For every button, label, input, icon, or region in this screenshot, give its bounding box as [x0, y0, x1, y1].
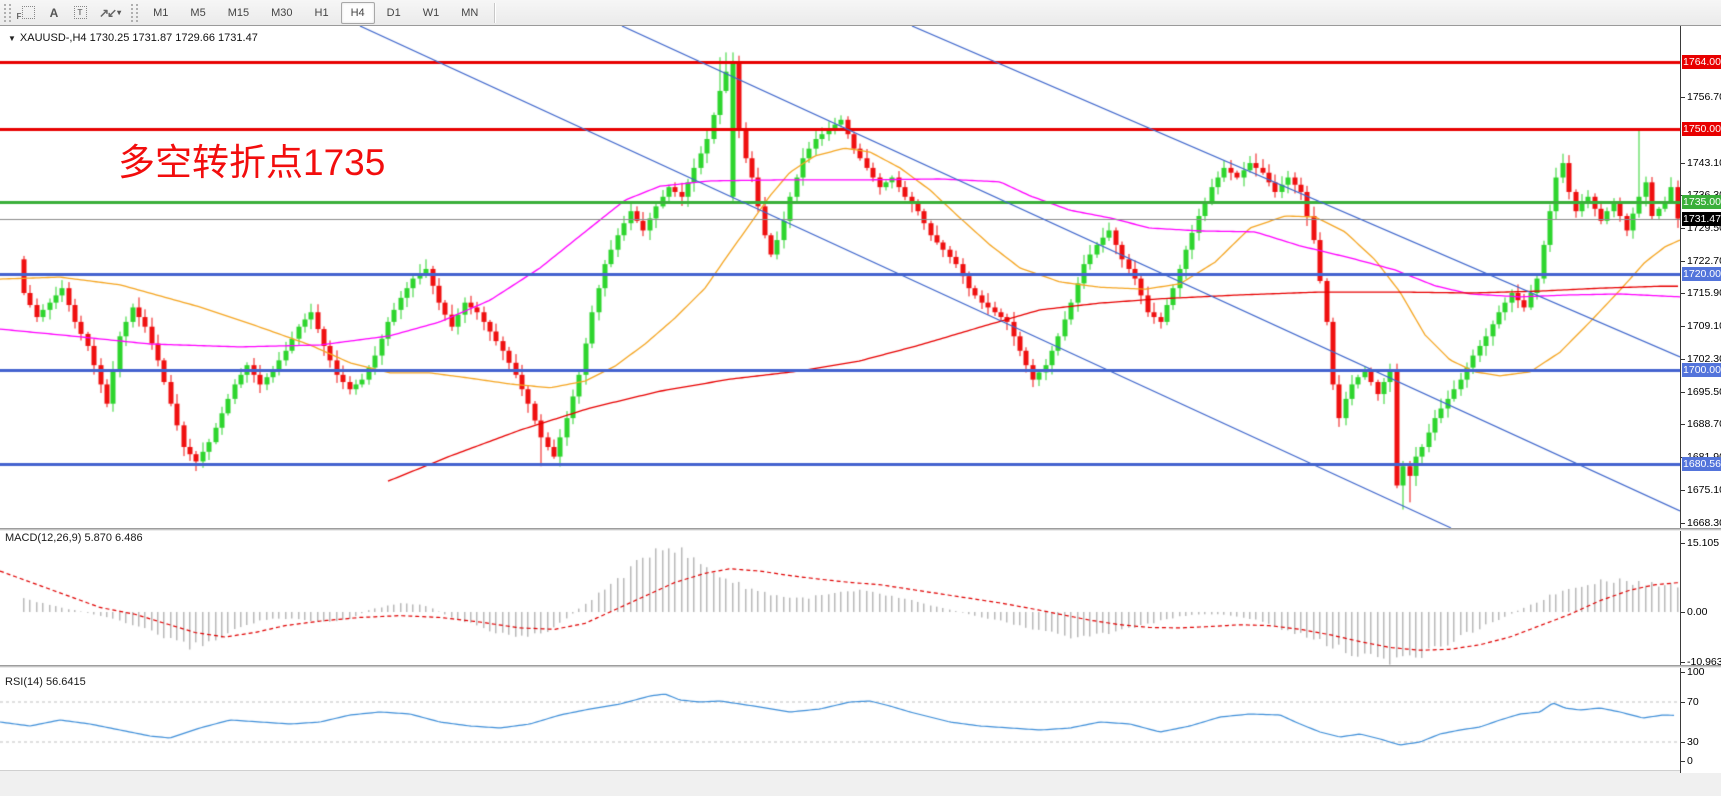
timeframe-button-m30[interactable]: M30: [271, 6, 293, 19]
toolbar-grip-2[interactable]: [131, 3, 139, 22]
symbol-dropdown-icon[interactable]: ▼: [8, 34, 16, 43]
axis-tick: [1681, 523, 1685, 524]
macd-scale-label: 15.105: [1687, 537, 1720, 549]
timeframe-button-w1[interactable]: W1: [422, 6, 440, 19]
axis-tick: [1681, 672, 1685, 673]
price-tick-label: 1715.90: [1687, 287, 1721, 299]
timeframe-button-h1[interactable]: H1: [314, 6, 329, 19]
macd-scale-label: 0.00: [1687, 606, 1708, 618]
price-axis[interactable]: 1756.701743.101736.301729.501722.701715.…: [1680, 26, 1721, 773]
window-bottom-edge: [0, 770, 1721, 796]
axis-tick: [1681, 97, 1685, 98]
dropdown-caret-icon: ▾: [117, 8, 122, 17]
text-box-t-icon[interactable]: T: [68, 2, 92, 24]
toolbar-grip[interactable]: [4, 3, 11, 22]
axis-tick: [1681, 424, 1685, 425]
axis-tick: [1681, 543, 1685, 544]
rsi-indicator-label: RSI(14) 56.6415: [5, 676, 86, 688]
rsi-scale-label: 30: [1687, 736, 1699, 748]
price-tick-label: 1668.30: [1687, 517, 1721, 529]
price-level-badge-1680.56: 1680.56: [1682, 457, 1721, 471]
axis-tick: [1681, 293, 1685, 294]
timeframe-button-h4[interactable]: H4: [340, 1, 375, 24]
price-level-badge-1750.00: 1750.00: [1682, 122, 1721, 136]
price-level-badge-1700.00: 1700.00: [1682, 363, 1721, 377]
rsi-scale-label: 100: [1687, 666, 1705, 678]
timeframe-bar: M1 M5 M15 M30 H1 H4 D1 W1 MN: [142, 1, 489, 24]
axis-tick: [1681, 761, 1685, 762]
price-tick-label: 1756.70: [1687, 91, 1721, 103]
price-tick-label: 1743.10: [1687, 157, 1721, 169]
timeframe-button-m5[interactable]: M5: [190, 6, 206, 19]
price-tick-label: 1675.10: [1687, 484, 1721, 496]
axis-tick: [1681, 742, 1685, 743]
timeframe-button-m15[interactable]: M15: [227, 6, 250, 19]
macd-indicator-label: MACD(12,26,9) 5.870 6.486: [5, 532, 143, 544]
price-level-badge-1735.00: 1735.00: [1682, 195, 1721, 209]
t-box-glyph: T: [73, 6, 87, 19]
price-level-badge-1720.00: 1720.00: [1682, 267, 1721, 281]
panel-separator-macd[interactable]: [0, 528, 1721, 531]
price-tick-label: 1702.30: [1687, 353, 1721, 365]
text-a-icon[interactable]: A: [49, 5, 59, 20]
axis-tick: [1681, 359, 1685, 360]
chart-window: ▼ XAUUSD-,H4 1730.25 1731.87 1729.66 1731…: [0, 26, 1721, 796]
timeframe-button-d1[interactable]: D1: [386, 6, 401, 19]
axis-tick: [1681, 392, 1685, 393]
price-level-badge-1731.47: 1731.47: [1682, 212, 1721, 226]
price-level-badge-1764.00: 1764.00: [1682, 55, 1721, 69]
axis-tick: [1681, 612, 1685, 613]
axis-tick: [1681, 702, 1685, 703]
price-tick-label: 1688.70: [1687, 418, 1721, 430]
dotted-grid-glyph: F: [17, 6, 35, 21]
price-tick-label: 1695.50: [1687, 386, 1721, 398]
price-tick-label: 1722.70: [1687, 255, 1721, 267]
chart-grid-f-icon[interactable]: F: [16, 2, 40, 24]
chart-title: ▼ XAUUSD-,H4 1730.25 1731.87 1729.66 1731…: [8, 32, 258, 44]
axis-tick: [1681, 662, 1685, 663]
main-chart-canvas[interactable]: [0, 26, 1680, 773]
axis-tick: [1681, 326, 1685, 327]
panel-separator-rsi[interactable]: [0, 665, 1721, 668]
toolbar-separator: [494, 2, 496, 23]
arrows-tool-icon[interactable]: ↗↙ ▾: [99, 5, 122, 20]
axis-tick: [1681, 490, 1685, 491]
timeframe-button-mn[interactable]: MN: [461, 6, 479, 19]
rsi-scale-label: 0: [1687, 755, 1693, 767]
chart-text-annotation[interactable]: 多空转折点1735: [118, 142, 386, 183]
axis-tick: [1681, 228, 1685, 229]
axis-tick: [1681, 163, 1685, 164]
timeframe-button-m1[interactable]: M1: [153, 6, 169, 19]
top-toolbar: F A T ↗↙ ▾ M1 M5 M15 M30 H1 H4 D1 W1 MN: [0, 0, 1721, 26]
price-tick-label: 1709.10: [1687, 320, 1721, 332]
axis-tick: [1681, 261, 1685, 262]
rsi-scale-label: 70: [1687, 696, 1699, 708]
